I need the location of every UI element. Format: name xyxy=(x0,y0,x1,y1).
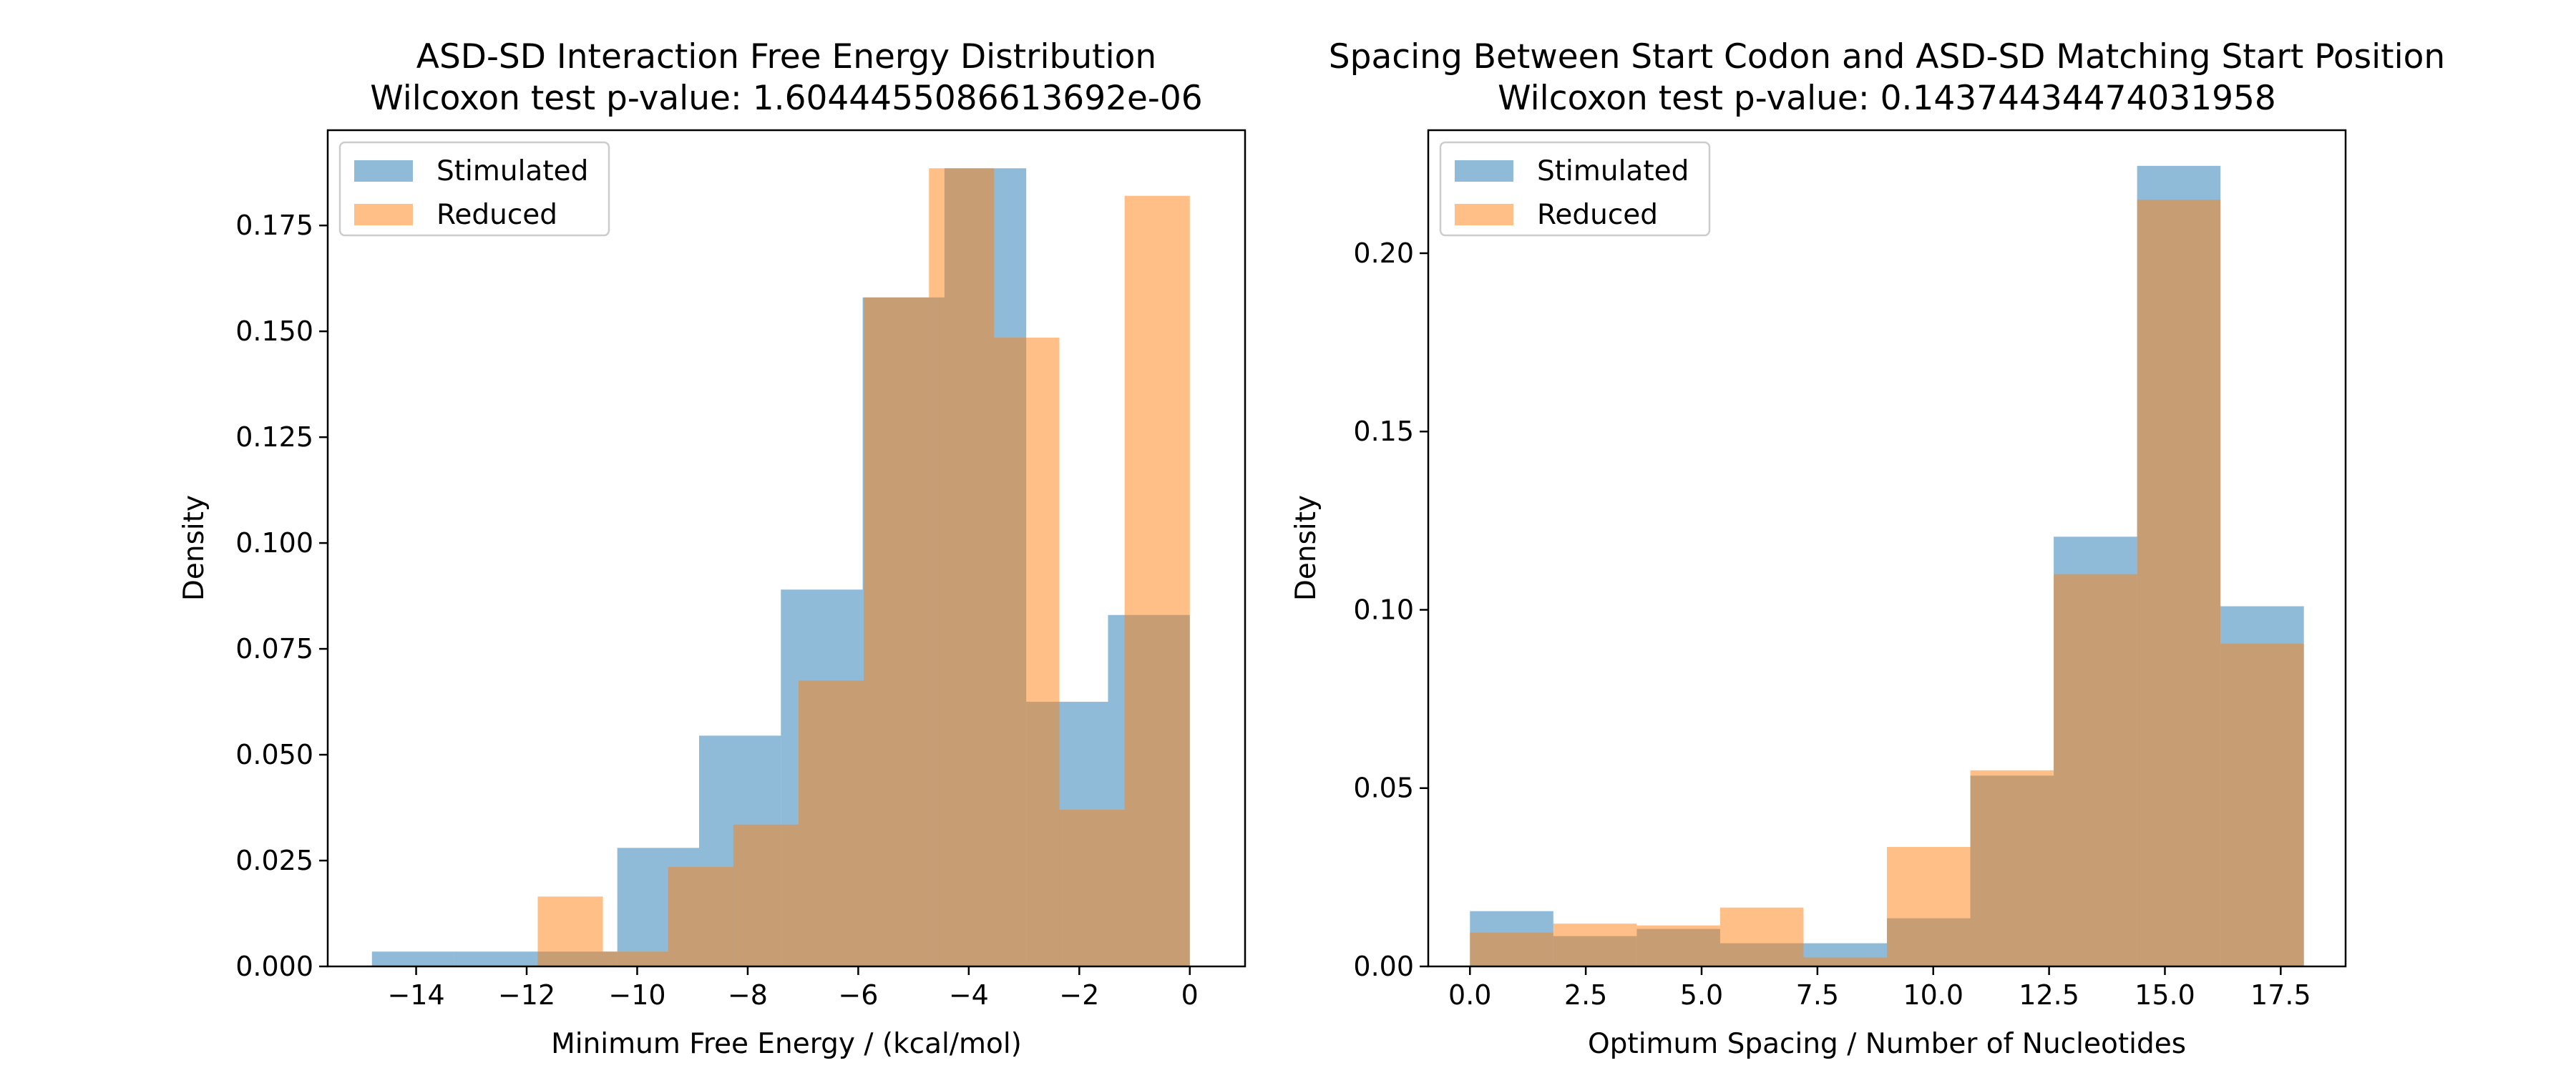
histogram-bar-reduced xyxy=(1059,809,1125,966)
x-tick-label: −8 xyxy=(728,979,768,1011)
histogram-bar-reduced xyxy=(994,338,1060,966)
x-tick-label: −2 xyxy=(1059,979,1099,1011)
bars-group xyxy=(371,168,1190,967)
y-tick-label: 0.100 xyxy=(235,527,313,559)
y-tick-label: 0.10 xyxy=(1353,594,1414,625)
ticks-group: −14 −12 −10 −8 −6 −4 −2 0 0.000 0.025 0.050 0.075 0.… xyxy=(235,210,1199,1011)
plot-frame xyxy=(1427,129,2347,968)
chart-title: ASD-SD Interaction Free Energy Distribut… xyxy=(416,37,1156,77)
legend: Stimulated Reduced xyxy=(338,141,610,237)
histogram-bar-reduced xyxy=(733,824,799,966)
legend-swatch xyxy=(354,160,413,182)
x-tick-label: 0 xyxy=(1181,979,1199,1011)
y-tick-label: 0.000 xyxy=(235,951,313,982)
legend-swatch xyxy=(1455,204,1513,225)
histogram-bar-reduced xyxy=(1470,932,1553,966)
chart-title: Spacing Between Start Codon and ASD-SD M… xyxy=(1329,37,2445,77)
histogram-bar-stimulated xyxy=(371,951,454,966)
chart-subtitle: Wilcoxon test p-value: 1.604445508661369… xyxy=(370,79,1202,118)
x-tick-label: −12 xyxy=(498,979,555,1011)
x-tick-label: 17.5 xyxy=(2250,979,2311,1011)
y-tick-label: 0.00 xyxy=(1353,951,1414,982)
histogram-bar-reduced xyxy=(1719,907,1804,966)
histogram-bar-reduced xyxy=(1553,923,1637,966)
y-tick-label: 0.150 xyxy=(235,315,313,347)
x-tick-label: 5.0 xyxy=(1680,979,1723,1011)
y-tick-label: 0.025 xyxy=(235,845,313,876)
legend: Stimulated Reduced xyxy=(1439,141,1711,237)
y-tick-label: 0.075 xyxy=(235,633,313,665)
x-tick-label: 15.0 xyxy=(2135,979,2195,1011)
x-tick-label: −4 xyxy=(949,979,989,1011)
x-axis-label: Minimum Free Energy / (kcal/mol) xyxy=(551,1028,1022,1060)
histogram-bar-reduced xyxy=(929,168,995,967)
x-tick-label: 2.5 xyxy=(1564,979,1607,1011)
legend-label: Reduced xyxy=(1537,199,1658,231)
y-axis-label: Density xyxy=(1290,495,1322,601)
chart-panel-energy: ASD-SD Interaction Free Energy Distribut… xyxy=(178,37,1246,1060)
bars-group xyxy=(1470,165,2304,967)
y-tick-label: 0.15 xyxy=(1353,416,1414,447)
x-tick-label: 10.0 xyxy=(1903,979,1963,1011)
legend-swatch xyxy=(354,204,413,225)
histogram-bar-reduced xyxy=(798,680,864,966)
plot-frame xyxy=(326,129,1246,968)
y-axis-label: Density xyxy=(178,495,210,601)
y-tick-label: 0.050 xyxy=(235,739,313,770)
chart-panel-spacing: Spacing Between Start Codon and ASD-SD M… xyxy=(1290,37,2445,1060)
y-tick-label: 0.20 xyxy=(1353,237,1414,269)
histogram-bar-reduced xyxy=(2137,200,2221,966)
legend-label: Reduced xyxy=(436,199,557,231)
histogram-bar-reduced xyxy=(1887,847,1971,966)
x-tick-label: −14 xyxy=(387,979,444,1011)
x-tick-label: −6 xyxy=(838,979,878,1011)
chart-subtitle: Wilcoxon test p-value: 0.143744344740319… xyxy=(1498,79,2276,118)
histogram-bar-stimulated xyxy=(454,951,536,966)
histogram-bar-reduced xyxy=(668,866,733,966)
histogram-bar-reduced xyxy=(602,951,668,966)
histogram-bar-reduced xyxy=(864,297,930,966)
x-tick-label: 12.5 xyxy=(2019,979,2079,1011)
x-tick-label: 0.0 xyxy=(1448,979,1491,1011)
legend-label: Stimulated xyxy=(1537,155,1689,187)
x-axis-label: Optimum Spacing / Number of Nucleotides xyxy=(1588,1028,2186,1060)
y-tick-label: 0.05 xyxy=(1353,773,1414,804)
ticks-group: 0.0 2.5 5.0 7.5 10.0 12.5 15.0 17.5 0.00 0.05 0.10… xyxy=(1353,237,2311,1011)
histogram-bar-reduced xyxy=(2054,574,2137,966)
y-tick-label: 0.125 xyxy=(235,421,313,453)
y-tick-label: 0.175 xyxy=(235,210,313,241)
legend-label: Stimulated xyxy=(436,155,588,187)
histogram-bar-reduced xyxy=(537,896,603,966)
histogram-bar-reduced xyxy=(1636,925,1720,966)
x-tick-label: −10 xyxy=(608,979,665,1011)
histogram-bar-reduced xyxy=(1124,195,1190,967)
histogram-bar-reduced xyxy=(1970,770,2054,966)
histogram-bar-reduced xyxy=(2220,643,2304,966)
legend-swatch xyxy=(1455,160,1513,182)
histogram-bar-reduced xyxy=(1803,957,1887,966)
x-tick-label: 7.5 xyxy=(1796,979,1839,1011)
